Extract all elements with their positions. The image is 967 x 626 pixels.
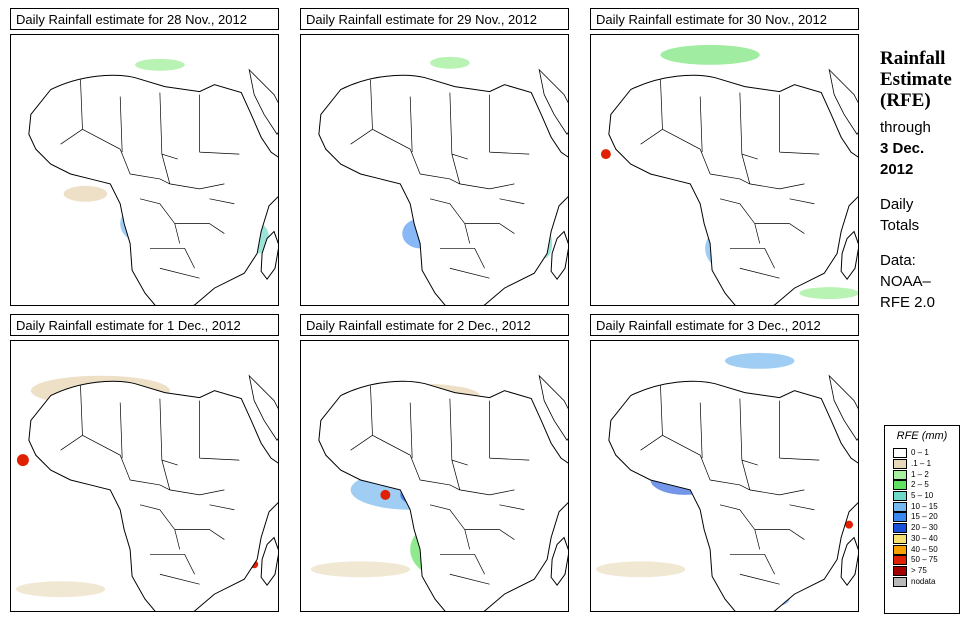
legend-swatch (893, 459, 907, 470)
rainfall-map-graphic (310, 375, 568, 611)
legend-item: 5 – 10 (885, 491, 959, 502)
legend-label: 10 – 15 (911, 501, 938, 511)
legend-label: 1 – 2 (911, 469, 929, 479)
rainfall-map (590, 340, 859, 612)
map-panel-1-dec: Daily Rainfall estimate for 1 Dec., 2012 (10, 314, 281, 614)
legend-swatch (893, 523, 907, 534)
legend-label: .1 – 1 (911, 459, 932, 469)
legend-label: 15 – 20 (911, 512, 938, 522)
legend-label: 30 – 40 (911, 533, 938, 543)
heading-estimate: Estimate (880, 69, 952, 90)
map-panel-28-nov: Daily Rainfall estimate for 28 Nov., 201… (10, 8, 281, 308)
legend-swatch (893, 469, 907, 480)
legend-label: 2 – 5 (911, 480, 929, 490)
through-year: 2012 (880, 161, 914, 178)
through-label: through (880, 119, 931, 136)
legend-label: nodata (911, 576, 936, 586)
legend-item: 10 – 15 (885, 501, 959, 512)
legend-swatch (893, 448, 907, 459)
legend-item: 50 – 75 (885, 555, 959, 566)
legend-title: RFE (mm) (896, 430, 948, 442)
legend-item: > 75 (885, 565, 959, 577)
rainfall-map-graphic (600, 44, 858, 305)
rainfall-map (300, 340, 569, 612)
map-panel-30-nov: Daily Rainfall estimate for 30 Nov., 201… (590, 8, 861, 308)
legend-item: .1 – 1 (885, 459, 959, 470)
through-date: 3 Dec. (880, 140, 925, 157)
heading-rfe: (RFE) (880, 90, 931, 111)
panel-title: Daily Rainfall estimate for 30 Nov., 201… (590, 8, 859, 30)
legend-item: 20 – 30 (885, 523, 959, 534)
legend-label: 5 – 10 (911, 491, 934, 501)
map-panel-3-dec: Daily Rainfall estimate for 3 Dec., 2012 (590, 314, 861, 614)
panel-title: Daily Rainfall estimate for 29 Nov., 201… (300, 8, 569, 30)
legend-label: 50 – 75 (911, 555, 938, 565)
panel-title: Daily Rainfall estimate for 1 Dec., 2012 (10, 314, 279, 336)
rainfall-map-graphic (15, 375, 278, 611)
side-description: Rainfall Estimate (RFE) through 3 Dec. 2… (880, 48, 965, 313)
legend-item: 30 – 40 (885, 533, 959, 545)
rainfall-map-graphic (28, 58, 278, 305)
daily-label: Daily (880, 196, 914, 213)
map-panel-2-dec: Daily Rainfall estimate for 2 Dec., 2012 (300, 314, 571, 614)
legend-swatch (893, 555, 907, 566)
heading-rainfall: Rainfall (880, 48, 946, 69)
panel-title: Daily Rainfall estimate for 28 Nov., 201… (10, 8, 279, 30)
rainfall-map (590, 34, 859, 306)
legend-label: > 75 (911, 565, 927, 575)
rainfall-map (10, 340, 279, 612)
legend-item: 2 – 5 (885, 480, 959, 491)
legend-item: 15 – 20 (885, 512, 959, 523)
legend-swatch (893, 576, 907, 587)
data-version: RFE 2.0 (880, 294, 936, 311)
legend-item: 1 – 2 (885, 469, 959, 480)
rainfall-map-graphic (595, 352, 858, 611)
legend-swatch (893, 491, 907, 502)
legend-swatch (893, 480, 907, 491)
rainfall-map (10, 34, 279, 306)
data-label: Data: (880, 252, 916, 269)
legend-swatch (893, 544, 907, 555)
rainfall-map (300, 34, 569, 306)
legend-item: 0 – 1 (885, 448, 959, 459)
data-source: NOAA– (880, 273, 931, 290)
legend-item: 40 – 50 (885, 544, 959, 555)
rainfall-map-graphic (318, 56, 568, 305)
legend-label: 40 – 50 (911, 544, 938, 554)
legend-swatch (893, 501, 907, 512)
panel-title: Daily Rainfall estimate for 2 Dec., 2012 (300, 314, 569, 336)
legend-item: nodata (885, 576, 959, 587)
legend-label: 0 – 1 (911, 448, 929, 458)
panel-title: Daily Rainfall estimate for 3 Dec., 2012 (590, 314, 859, 336)
totals-label: Totals (880, 217, 920, 234)
legend-swatch (893, 565, 907, 576)
legend-swatch (893, 512, 907, 523)
legend-swatch (893, 533, 907, 544)
legend-label: 20 – 30 (911, 523, 938, 533)
map-panel-29-nov: Daily Rainfall estimate for 29 Nov., 201… (300, 8, 571, 308)
